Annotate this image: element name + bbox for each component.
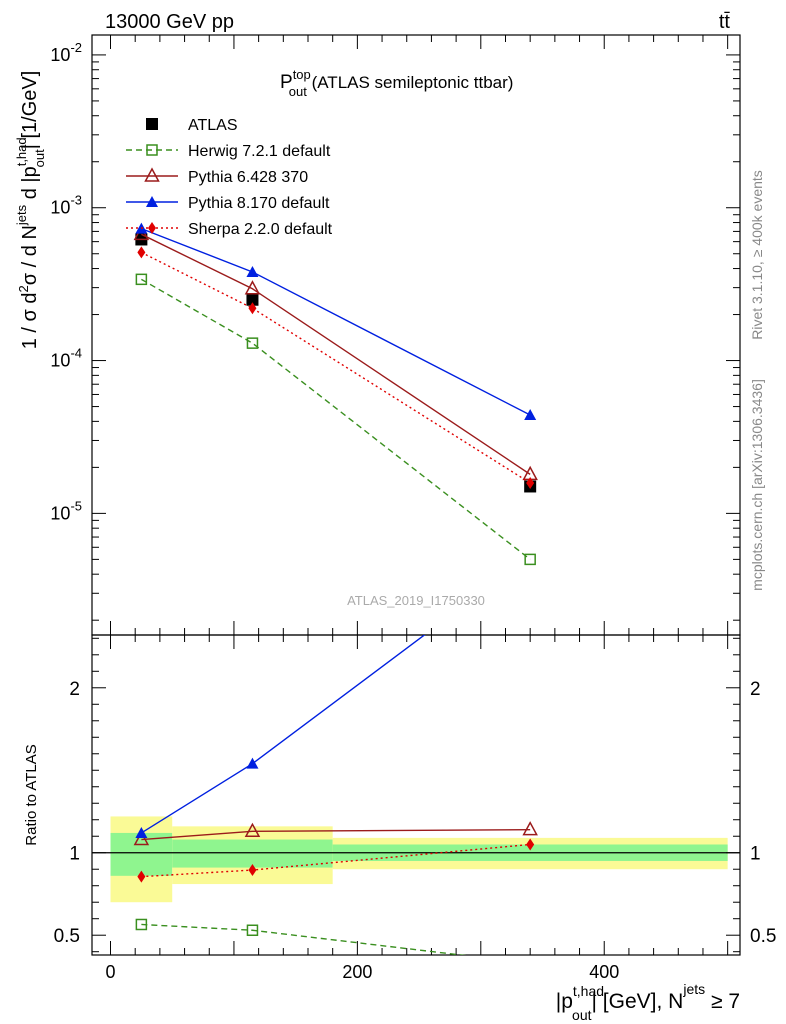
ratio-y-tick-label-left: 2 (69, 679, 80, 700)
pythia8-main-point (246, 265, 259, 277)
ratio-x-tick-label: 0 (106, 962, 116, 982)
sherpa-ratio-point (526, 838, 535, 851)
main-y-tick-label: 10-4 (50, 346, 82, 371)
herwig-main-point (524, 553, 536, 566)
ratio-y-tick-label-right: 0.5 (750, 926, 776, 947)
pythia6-ratio-point (244, 822, 261, 838)
legend-marker-pythia8 (146, 196, 158, 207)
ratio-x-tick-label: 200 (342, 962, 372, 982)
legend-label-pythia8: Pythia 8.170 default (188, 195, 330, 212)
rivet-version-label: Rivet 3.1.10, ≥ 400k events (749, 170, 765, 340)
legend-label-pythia6: Pythia 6.428 370 (188, 169, 308, 186)
main-y-tick-label: 10-5 (50, 498, 82, 523)
sherpa-ratio-point (137, 870, 146, 883)
x-axis-label: |pt,had out| [GeV], Njets ≥ 7 (556, 981, 740, 1023)
legend-marker-pythia6 (144, 167, 160, 182)
ratio-y-axis-label: Ratio to ATLAS (23, 744, 40, 845)
analysis-watermark: ATLAS_2019_I1750330 (347, 593, 485, 608)
pythia6-ratio-point (522, 821, 538, 836)
pythia8-main-point (524, 409, 537, 421)
process-label: tt̄ (719, 11, 731, 33)
herwig-ratio-line (141, 923, 467, 955)
herwig-main-line (141, 278, 531, 560)
pythia6-main-line (141, 233, 531, 475)
plot-title: Ptop out (ATLAS semileptonic ttbar) (280, 67, 513, 99)
pythia8-main-line (141, 227, 531, 416)
legend: ATLAS Herwig 7.2.1 default Pythia 6.428 37… (126, 117, 333, 238)
legend-label-herwig: Herwig 7.2.1 default (188, 143, 331, 160)
collision-energy-label: 13000 GeV pp (105, 11, 234, 33)
ratio-series-layer (133, 635, 538, 968)
herwig-main-point (135, 273, 148, 286)
sherpa-ratio-point (248, 864, 257, 877)
ratio-y-tick-label-right: 2 (750, 679, 761, 700)
ratio-y-tick-label-left: 0.5 (54, 926, 80, 947)
main-y-tick-label: 10-3 (50, 193, 82, 218)
sherpa-main-line (141, 251, 531, 484)
mcplots-label: mcplots.cern.ch [arXiv:1306.3436] (749, 379, 765, 591)
ratio-y-tick-label-left: 1 (69, 844, 80, 865)
legend-label-atlas: ATLAS (188, 117, 238, 134)
sherpa-main-point (526, 477, 535, 490)
main-y-tick-label: 10-2 (50, 40, 82, 65)
pythia6-main-point (244, 280, 261, 295)
legend-marker-atlas (146, 118, 158, 130)
ratio-y-tick-label-right: 1 (750, 844, 761, 865)
axis-ticks: 10-5 10-4 10-3 10-2 0 200 400 0.5 0.5 1 1 2 2 (50, 35, 776, 982)
legend-label-sherpa: Sherpa 2.2.0 default (188, 221, 333, 238)
main-y-axis-label: 1 / σ d2σ / d Njets d |pt,had out| [1/GeV… (14, 71, 47, 350)
pythia6-ratio-point (133, 830, 150, 846)
atlas-main-point (246, 293, 259, 306)
stat-uncertainty-band-0 (110, 832, 173, 876)
herwig-ratio-point (525, 958, 535, 968)
legend-marker-herwig (146, 144, 158, 156)
herwig-ratio-point (246, 924, 259, 937)
ratio-panel-frame (91, 634, 741, 956)
herwig-main-point (246, 337, 259, 349)
ratio-uncertainty-bands (92, 816, 740, 903)
sherpa-main-point (137, 246, 146, 259)
stat-uncertainty-band-1 (172, 839, 333, 868)
herwig-ratio-point (135, 918, 148, 931)
pythia8-ratio-point (135, 826, 148, 838)
pythia6-ratio-line (141, 828, 531, 841)
ratio-x-tick-label: 400 (589, 962, 619, 982)
pythia8-ratio-point (246, 757, 259, 769)
main-series-layer (133, 222, 538, 566)
legend-marker-sherpa (148, 222, 156, 234)
sherpa-main-point (248, 302, 257, 315)
